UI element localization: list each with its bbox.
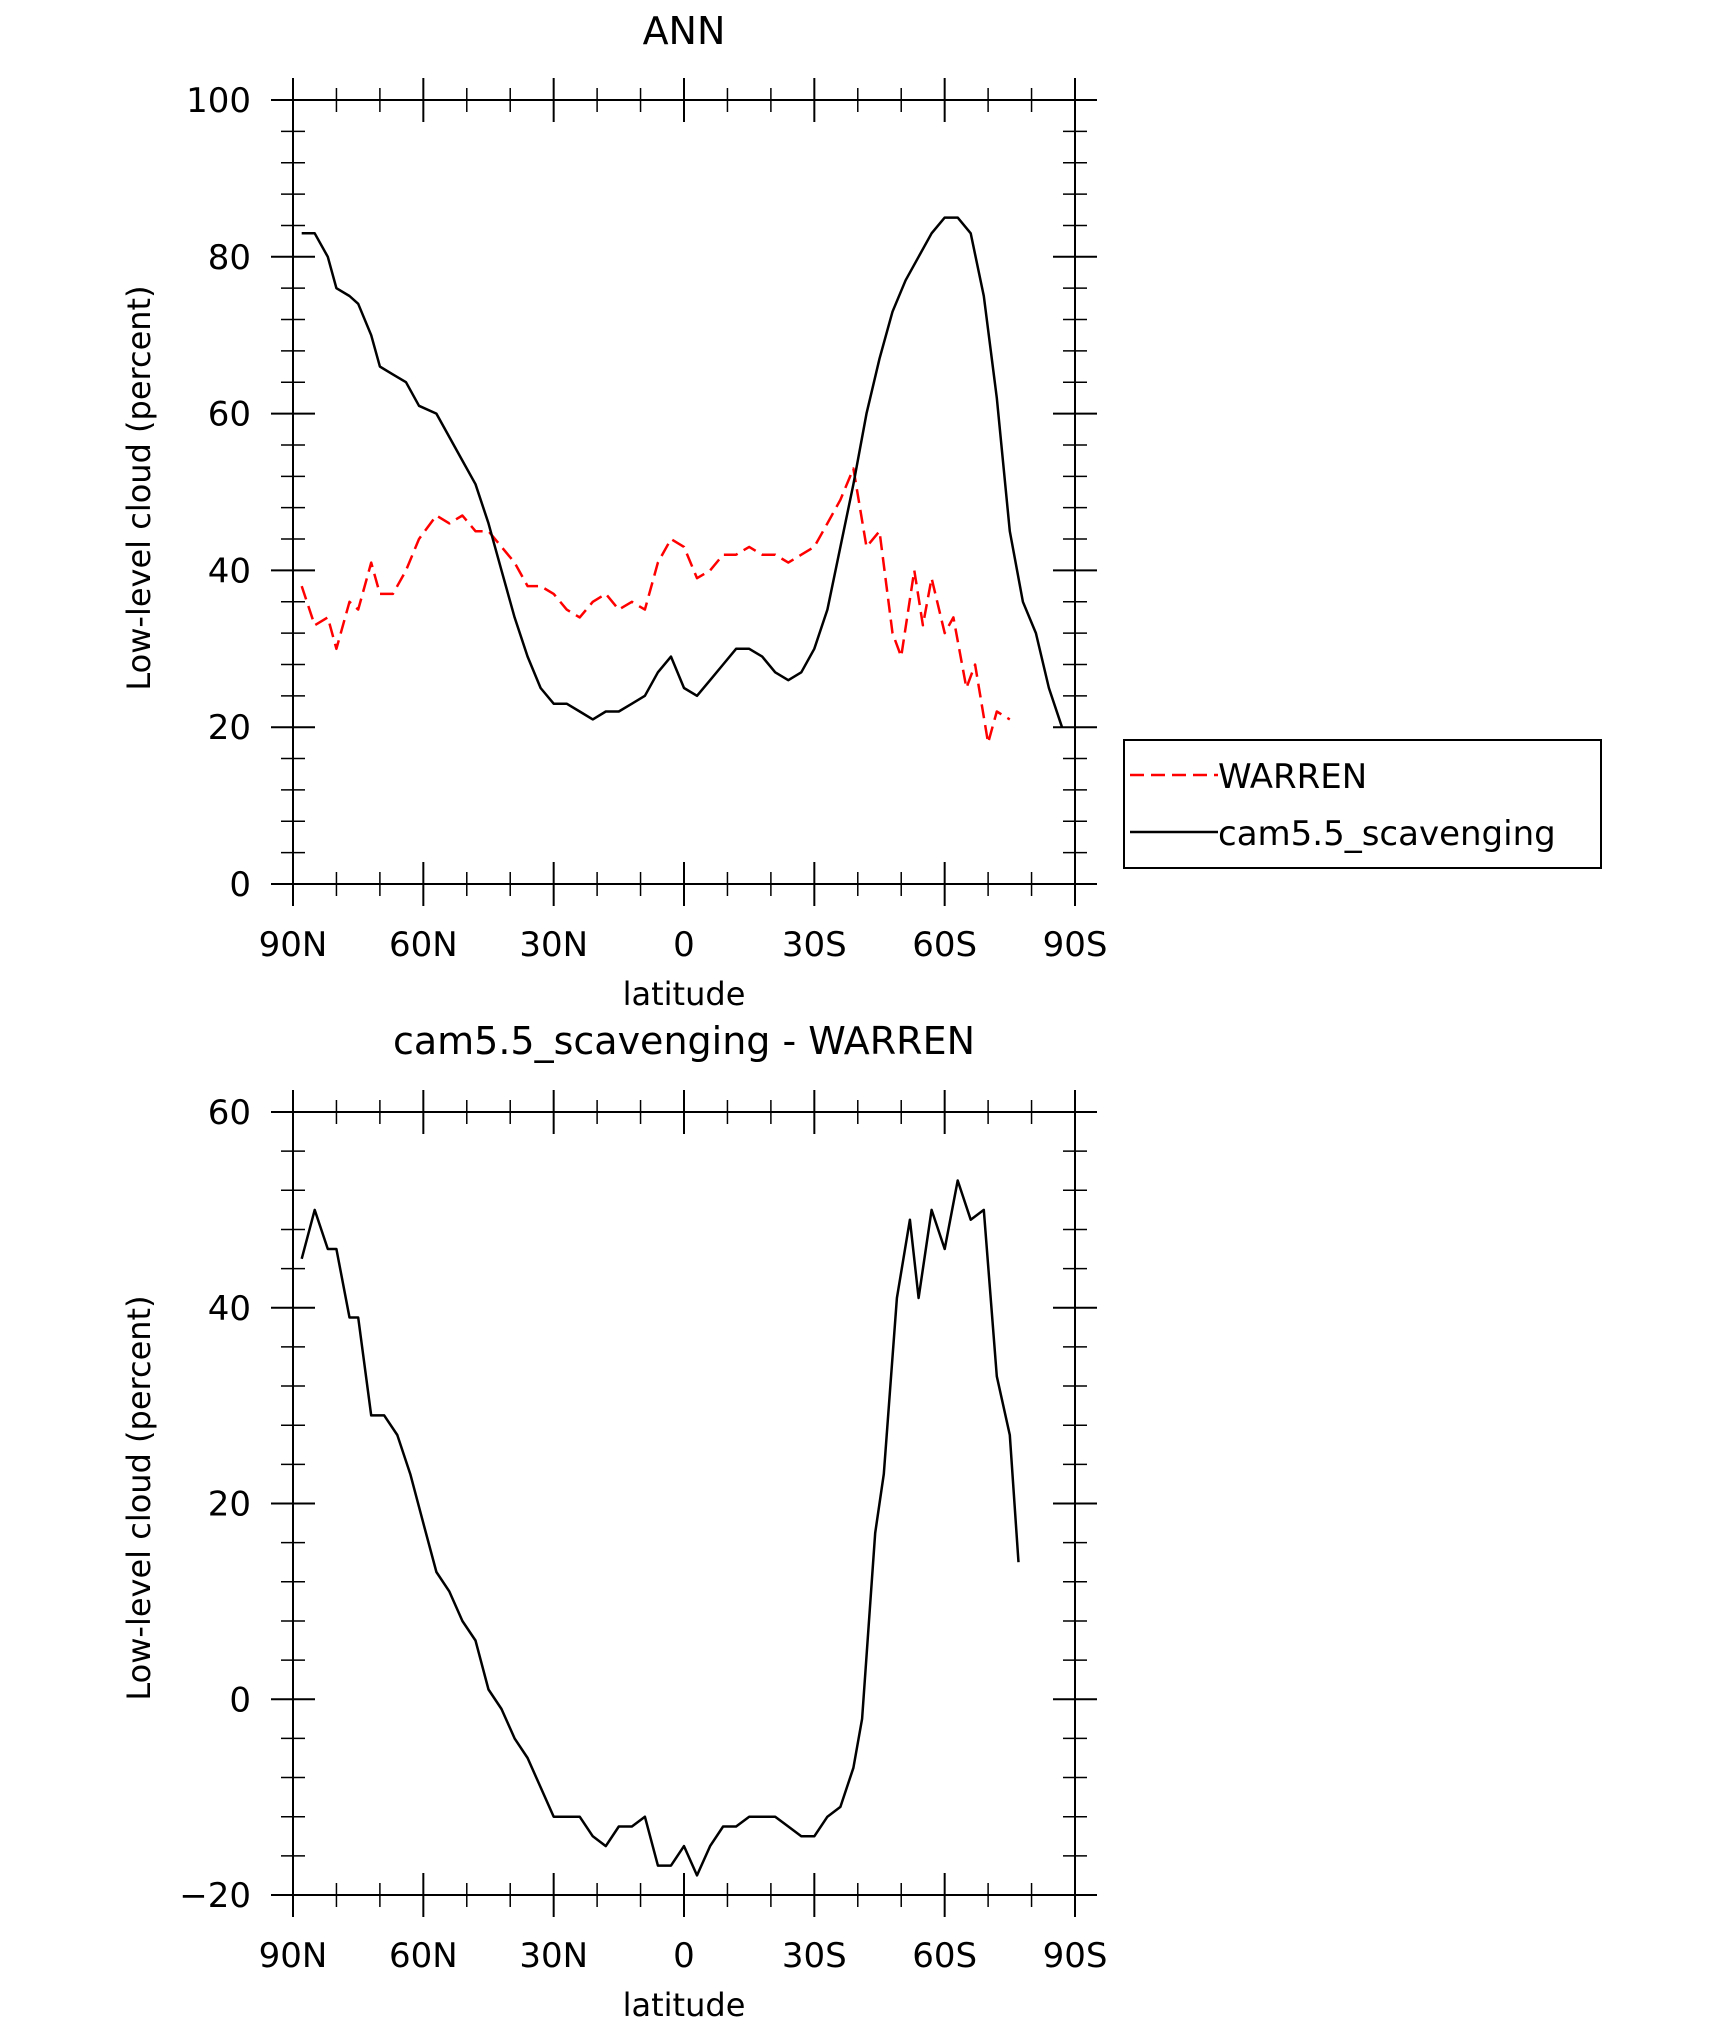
x-tick-label: 30S	[782, 925, 847, 965]
top-x-axis-label: latitude	[623, 975, 746, 1013]
x-tick-label: 30N	[519, 1936, 588, 1976]
top-panel: ANN 0 20 40 60 80 100 90N 60N 30N 0 30S 60S 90S lati…	[120, 9, 1107, 1013]
y-tick-label: 60	[208, 395, 251, 435]
x-tick-label: 90S	[1043, 1936, 1108, 1976]
bottom-y-axis-label: Low-level cloud (percent)	[120, 1295, 158, 1700]
x-tick-label: 60S	[912, 1936, 977, 1976]
y-tick-label: −20	[179, 1876, 251, 1916]
x-tick-label: 30S	[782, 1936, 847, 1976]
y-tick-label: 0	[229, 865, 251, 905]
legend: WARREN cam5.5_scavenging	[1123, 739, 1602, 869]
y-tick-label: 40	[208, 551, 251, 591]
x-tick-label: 30N	[519, 925, 588, 965]
top-chart-title: ANN	[643, 9, 726, 53]
bottom-chart-title: cam5.5_scavenging - WARREN	[393, 1019, 975, 1063]
y-tick-label: 40	[208, 1289, 251, 1329]
x-tick-label: 90S	[1043, 925, 1108, 965]
bottom-plot-area	[300, 1179, 1020, 1877]
bottom-x-axis-label: latitude	[623, 1986, 746, 2021]
bottom-axes: −20 0 20 40 60 90N 60N 30N 0 30S 60S 90S	[179, 1090, 1107, 1976]
y-tick-label: 20	[208, 708, 251, 748]
series-line-cam5-5-scavenging	[301, 216, 1064, 728]
y-tick-label: 100	[186, 81, 251, 121]
x-tick-label: 60N	[389, 925, 458, 965]
x-tick-label: 90N	[259, 1936, 328, 1976]
x-tick-label: 0	[673, 925, 695, 965]
top-y-axis-label: Low-level cloud (percent)	[120, 285, 158, 690]
top-axes: 0 20 40 60 80 100 90N 60N 30N 0 30S 60S 90S	[186, 78, 1107, 965]
x-tick-label: 60N	[389, 1936, 458, 1976]
y-tick-label: 20	[208, 1485, 251, 1525]
y-tick-label: 0	[229, 1680, 251, 1720]
top-plot-area	[300, 216, 1064, 745]
x-tick-label: 60S	[912, 925, 977, 965]
x-tick-label: 90N	[259, 925, 328, 965]
plot-frame	[292, 1111, 1076, 1896]
y-tick-label: 60	[208, 1093, 251, 1133]
legend-label-cam: cam5.5_scavenging	[1218, 814, 1556, 854]
legend-box	[1123, 739, 1602, 869]
bottom-panel: cam5.5_scavenging - WARREN −20 0 20 40 60 90N…	[120, 1019, 1107, 2021]
series-line-difference	[300, 1179, 1020, 1877]
y-tick-label: 80	[208, 238, 251, 278]
series-line-warren	[300, 467, 1011, 745]
x-tick-label: 0	[673, 1936, 695, 1976]
legend-label-warren: WARREN	[1218, 757, 1367, 797]
